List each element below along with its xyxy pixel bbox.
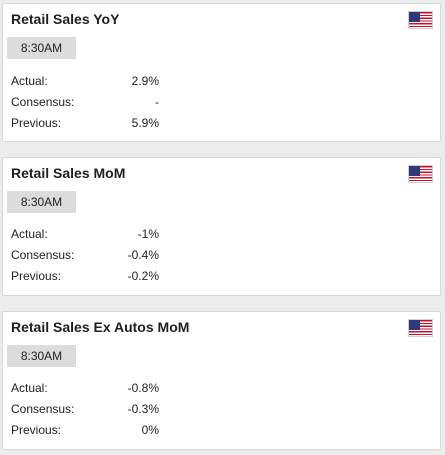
actual-value: -1% <box>137 227 159 241</box>
actual-row: Actual: 2.9% <box>11 73 159 89</box>
consensus-row: Consensus: - <box>11 94 159 110</box>
us-flag-icon <box>408 11 433 29</box>
consensus-row: Consensus: -0.3% <box>11 401 159 417</box>
consensus-row: Consensus: -0.4% <box>11 247 159 263</box>
event-title: Retail Sales YoY <box>11 11 120 27</box>
consensus-value: -0.4% <box>127 248 159 262</box>
previous-value: 5.9% <box>131 116 159 130</box>
previous-row: Previous: 5.9% <box>11 115 159 131</box>
previous-label: Previous: <box>11 269 62 283</box>
consensus-value: -0.3% <box>127 402 159 416</box>
consensus-label: Consensus: <box>11 248 75 262</box>
actual-label: Actual: <box>11 381 48 395</box>
event-time-badge: 8:30AM <box>7 191 76 213</box>
us-flag-icon <box>408 319 433 337</box>
previous-label: Previous: <box>11 116 62 130</box>
actual-label: Actual: <box>11 74 48 88</box>
actual-value: -0.8% <box>127 381 159 395</box>
consensus-label: Consensus: <box>11 402 75 416</box>
previous-value: 0% <box>141 423 159 437</box>
previous-value: -0.2% <box>127 269 159 283</box>
previous-label: Previous: <box>11 423 62 437</box>
event-card-retail-sales-yoy[interactable]: Retail Sales YoY 8:30AM Actual: 2.9% Con… <box>2 3 441 142</box>
actual-label: Actual: <box>11 227 48 241</box>
event-card-retail-sales-mom[interactable]: Retail Sales MoM 8:30AM Actual: -1% Cons… <box>2 157 441 296</box>
consensus-value: - <box>155 95 159 109</box>
consensus-label: Consensus: <box>11 95 75 109</box>
actual-row: Actual: -0.8% <box>11 380 159 396</box>
event-title: Retail Sales MoM <box>11 165 126 181</box>
event-card-retail-sales-ex-autos-mom[interactable]: Retail Sales Ex Autos MoM 8:30AM Actual:… <box>2 311 441 450</box>
actual-row: Actual: -1% <box>11 226 159 242</box>
event-time-badge: 8:30AM <box>7 37 76 59</box>
previous-row: Previous: 0% <box>11 422 159 438</box>
previous-row: Previous: -0.2% <box>11 268 159 284</box>
actual-value: 2.9% <box>131 74 159 88</box>
event-time-badge: 8:30AM <box>7 345 76 367</box>
event-title: Retail Sales Ex Autos MoM <box>11 319 190 335</box>
us-flag-icon <box>408 165 433 183</box>
